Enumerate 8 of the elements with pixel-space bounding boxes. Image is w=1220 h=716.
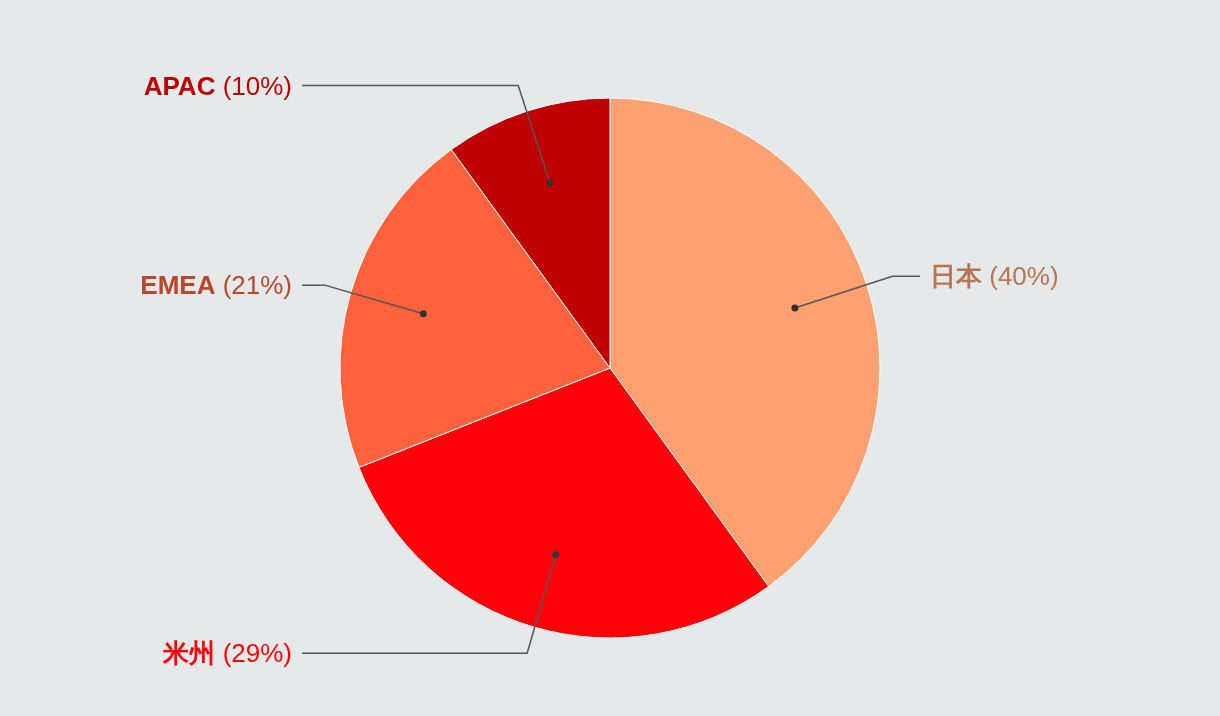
slice-label: 日本: [930, 261, 983, 292]
slice-label: APAC: [143, 70, 216, 101]
data-label: (21%): [215, 270, 292, 301]
data-label: (29%): [215, 638, 292, 669]
data-label: (40%): [982, 261, 1059, 292]
data-label: (10%): [215, 70, 292, 101]
slice-label: 米州: [162, 638, 216, 669]
slice-label: EMEA: [140, 270, 216, 301]
